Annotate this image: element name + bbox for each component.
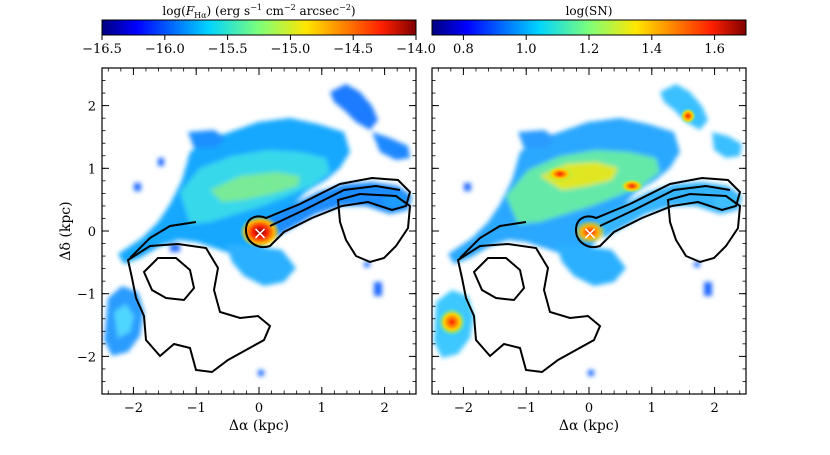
x-tick-label: −1 (187, 401, 206, 416)
left-contour-sw-structure (126, 242, 272, 374)
left-x-axis-label: Δα (kpc) (229, 418, 289, 434)
right-panel: −2 −1 0 1 2 × Δα (kpc) (431, 67, 747, 434)
right-lower-extension (556, 244, 626, 286)
y-tick-label: −2 (77, 350, 96, 365)
right-hotspot-2 (620, 179, 644, 193)
left-panel: −2 −1 0 1 2 −2 −1 0 1 2 × Δα (kpc) Δδ (kpc) (58, 67, 417, 434)
right-colorbar: log(SN) 0.8 1.0 1.2 1.4 1.6 (431, 4, 747, 57)
y-tick-label: 1 (88, 162, 96, 177)
left-contour-tail (129, 221, 197, 259)
colorbar-tick-label: −14.0 (396, 42, 436, 57)
right-contour-inner-loop (472, 257, 526, 302)
colorbar-tick-label: −14.5 (333, 42, 373, 57)
right-contour-tail (459, 221, 527, 259)
colorbar-tick-label: −16.0 (145, 42, 185, 57)
left-lower-extension (226, 244, 296, 286)
right-contour-sw-structure (456, 242, 602, 374)
colorbar-tick-label: 1.2 (579, 42, 600, 57)
right-contours (456, 176, 742, 374)
right-ne-clump-2 (712, 132, 742, 158)
x-tick-label: −2 (124, 401, 143, 416)
colorbar-tick-label: −15.0 (270, 42, 310, 57)
right-colorbar-label: log(SN) (566, 4, 613, 18)
right-x-axis-label: Δα (kpc) (559, 418, 619, 434)
right-hotspot-3 (680, 108, 696, 124)
right-hotspot-1 (546, 166, 574, 182)
left-ne-clump-2 (372, 132, 410, 160)
x-tick-label: 0 (585, 401, 593, 416)
right-sn-map (434, 84, 742, 376)
right-contour-nucleus (574, 176, 742, 248)
left-contour-inner-loop (142, 257, 196, 302)
colorbar-tick-label: −15.5 (208, 42, 248, 57)
right-body-green-zone (506, 150, 660, 224)
x-tick-label: −1 (517, 401, 536, 416)
right-nucleus-peak (574, 220, 606, 244)
left-contour-east-loop (336, 192, 412, 264)
left-colorbar-gradient (101, 19, 417, 36)
left-body-green-patch (210, 172, 300, 202)
right-ne-clump-1 (660, 84, 708, 130)
y-tick-label: −1 (77, 288, 96, 303)
left-emission-map (104, 84, 412, 376)
left-ne-clump-1 (330, 84, 378, 130)
y-tick-label: 2 (88, 100, 96, 115)
x-tick-label: 0 (255, 401, 263, 416)
colorbar-tick-label: 1.4 (641, 42, 662, 57)
right-center-marker: × (582, 223, 597, 244)
right-filament (592, 182, 742, 238)
left-colorbar: log(FHα) (erg s−1 cm−2 arcsec−2) −16.5 −1… (82, 3, 436, 57)
left-y-axis-label: Δδ (kpc) (58, 201, 74, 260)
left-contours (126, 176, 412, 374)
colorbar-tick-label: −16.5 (82, 42, 122, 57)
colorbar-tick-label: 1.0 (516, 42, 537, 57)
x-tick-label: 2 (380, 401, 388, 416)
colorbar-tick-label: 0.8 (453, 42, 474, 57)
left-west-patch (188, 130, 226, 148)
x-tick-label: 1 (648, 401, 656, 416)
left-contour-nucleus (244, 176, 412, 248)
y-tick-label: 0 (88, 225, 96, 240)
x-tick-label: 2 (710, 401, 718, 416)
x-tick-label: 1 (318, 401, 326, 416)
left-center-marker: × (252, 223, 267, 244)
colorbar-tick-label: 1.6 (704, 42, 725, 57)
left-contour-filament-2 (269, 184, 401, 227)
left-filament (262, 182, 412, 238)
right-hotspot-sw (438, 308, 466, 336)
right-contour-east-loop (666, 192, 742, 264)
right-west-patch (518, 130, 556, 148)
right-contour-filament-2 (599, 184, 731, 227)
left-sw-clump-core (114, 304, 134, 338)
x-tick-label: −2 (454, 401, 473, 416)
left-colorbar-label: log(FHα) (erg s−1 cm−2 arcsec−2) (162, 3, 355, 20)
right-colorbar-gradient (431, 19, 747, 36)
